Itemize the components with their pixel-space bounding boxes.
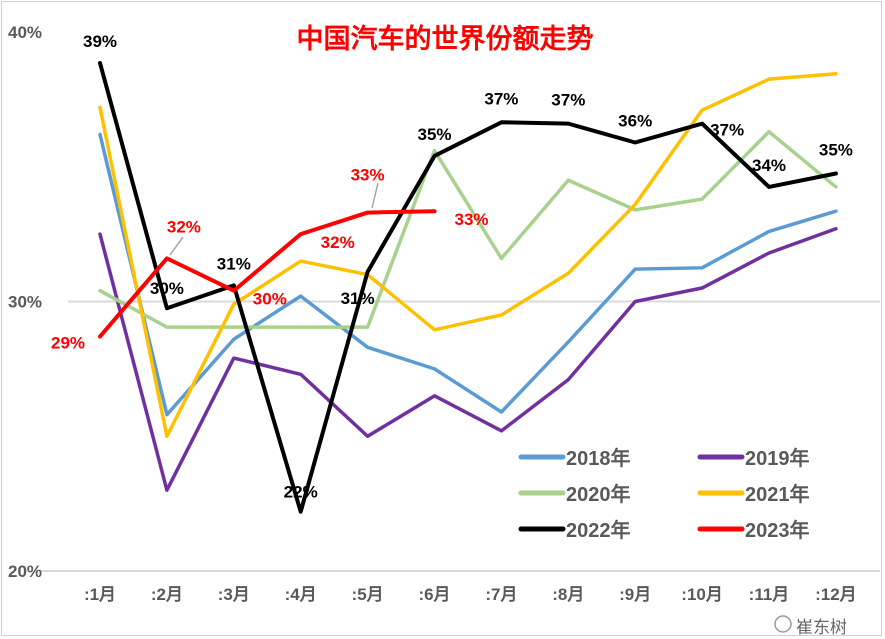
legend-label: 2018年 <box>566 446 631 470</box>
data-label: 22% <box>284 483 318 502</box>
series-line-2018年 <box>98 132 838 417</box>
y-tick-label: 20% <box>8 562 42 581</box>
x-tick-label: :9月 <box>619 585 651 604</box>
x-axis-ticks: :1月 :2月 :3月 :4月 :5月 :6月 :7月 :8月 :9月 :10月 :11月 :12月 <box>84 585 857 604</box>
series-line-2019年 <box>98 226 838 492</box>
series-line-2022年 <box>98 60 838 514</box>
data-label: 30% <box>253 290 287 309</box>
series-lines <box>98 60 838 514</box>
data-label: 36% <box>618 111 652 130</box>
x-tick-label: :2月 <box>151 585 183 604</box>
x-tick-label: :8月 <box>552 585 584 604</box>
chart-title: 中国汽车的世界份额走势 <box>297 23 594 54</box>
x-tick-label: :11月 <box>749 585 790 604</box>
legend-label: 2019年 <box>745 446 810 470</box>
y-tick-label: 30% <box>8 293 42 312</box>
x-tick-label: :7月 <box>485 585 517 604</box>
x-tick-label: :4月 <box>285 585 317 604</box>
leader-line <box>371 182 379 209</box>
data-label: 30% <box>150 279 184 298</box>
data-label: 33% <box>351 166 385 185</box>
x-tick-label: :1月 <box>84 585 116 604</box>
gridlines <box>40 300 880 572</box>
data-label: 37% <box>484 89 518 108</box>
x-tick-label: :6月 <box>418 585 450 604</box>
legend-label: 2020年 <box>566 482 631 506</box>
series-line-2020年 <box>98 129 838 329</box>
data-label: 34% <box>752 156 786 175</box>
y-tick-label: 40% <box>8 23 42 42</box>
data-label: 39% <box>83 32 117 51</box>
data-label: 32% <box>167 217 201 236</box>
data-label: 32% <box>321 233 355 252</box>
y-axis-ticks: 20% 30% 40% <box>8 23 42 581</box>
x-tick-label: :10月 <box>681 585 723 604</box>
data-label: 35% <box>819 140 853 159</box>
legend: 2018年 2019年 2020年 2021年 2022年 2023年 <box>518 446 810 542</box>
x-tick-label: :12月 <box>815 585 857 604</box>
series-line-2021年 <box>98 72 838 438</box>
data-labels: 39%30%31%22%31%35%37% 37%36% 37%34%35%29%3… <box>51 32 853 502</box>
data-label: 29% <box>51 334 85 353</box>
legend-label: 2021年 <box>745 482 810 506</box>
watermark-text: 崔东树 <box>796 618 847 637</box>
legend-label: 2022年 <box>566 518 631 542</box>
x-tick-label: :3月 <box>218 585 250 604</box>
data-label: 35% <box>417 125 451 144</box>
wechat-icon <box>774 615 792 633</box>
data-label: 37% <box>551 91 585 110</box>
legend-label: 2023年 <box>745 518 810 542</box>
watermark: 崔东树 <box>774 615 847 637</box>
data-label: 33% <box>454 210 488 229</box>
data-label: 31% <box>341 289 375 308</box>
data-label: 31% <box>217 254 251 273</box>
leader-line <box>169 236 184 256</box>
x-tick-label: :5月 <box>352 585 384 604</box>
data-label: 37% <box>710 121 744 140</box>
series-line-2023年 <box>98 209 437 339</box>
